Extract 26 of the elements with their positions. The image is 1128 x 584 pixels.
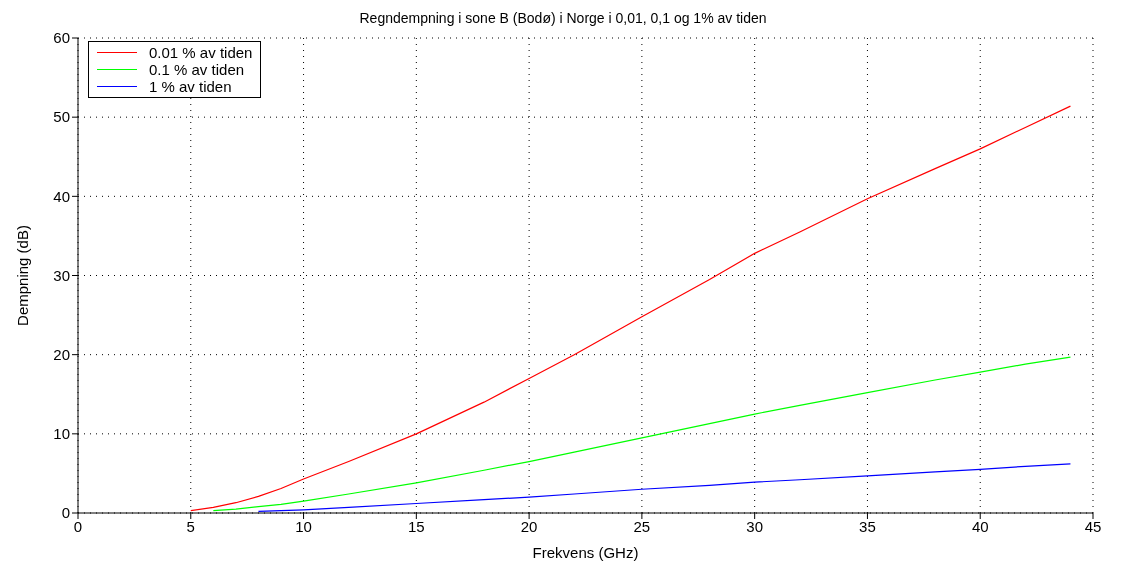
y-tick-label: 60 (53, 29, 70, 47)
x-axis-title: Frekvens (GHz) (532, 544, 639, 561)
y-tick-label: 20 (53, 345, 70, 363)
chart-title: Regndempning i sone B (Bodø) i Norge i 0,01, 0,1 og 1% av tiden (358, 9, 768, 28)
y-tick-label: 50 (53, 108, 70, 126)
line-series (190, 105, 1072, 512)
legend-label: 0.1 % av tiden (149, 61, 245, 78)
y-tick-label: 0 (61, 504, 70, 522)
x-tick-label: 35 (859, 517, 876, 535)
line-series (257, 463, 1072, 513)
y-tick-label: 30 (53, 266, 70, 284)
x-tick-label: 15 (407, 517, 425, 535)
x-tick-label: 20 (520, 517, 538, 535)
x-tick-label: 25 (633, 517, 651, 535)
x-tick-label: 5 (186, 517, 195, 535)
y-axis-title: Dempning (dB) (14, 225, 32, 326)
legend-label: 1 % av tiden (149, 78, 232, 95)
legend-label: 0.01 % av tiden (149, 44, 253, 61)
line-series (212, 356, 1072, 512)
y-tick-label: 10 (53, 425, 70, 443)
y-tick-label: 40 (53, 187, 70, 205)
x-tick-label: 10 (295, 517, 312, 535)
x-tick-label: 0 (73, 517, 83, 535)
x-tick-label: 45 (1084, 517, 1102, 535)
x-tick-label: 40 (971, 517, 989, 535)
x-tick-label: 30 (746, 517, 764, 535)
